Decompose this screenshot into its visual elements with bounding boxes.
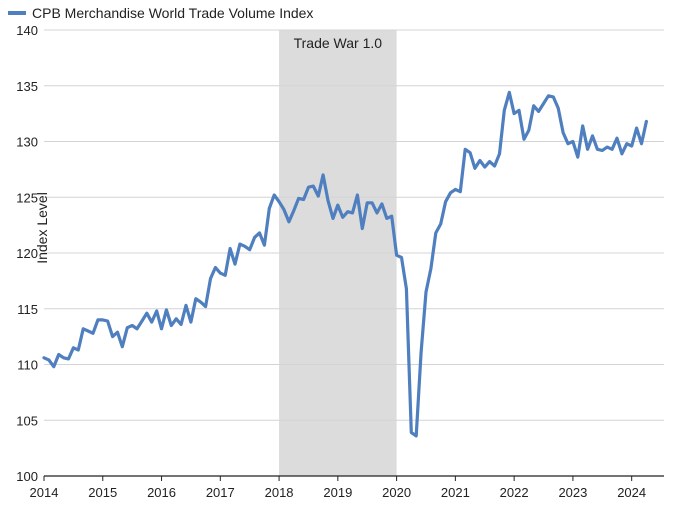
y-tick-label: 120 xyxy=(16,246,38,261)
legend-label: CPB Merchandise World Trade Volume Index xyxy=(32,5,313,21)
tick-labels: 100 105 110 115 120 125 130 135 140 2014 2015 2016 2… xyxy=(16,23,646,500)
trade-volume-series-line xyxy=(42,90,649,438)
x-tick-label: 2014 xyxy=(30,485,59,500)
x-tick-label: 2021 xyxy=(441,485,470,500)
y-tick-label: 110 xyxy=(17,358,38,373)
x-tick-label: 2016 xyxy=(147,485,176,500)
horizontal-gridlines xyxy=(44,29,664,421)
y-tick-label: 100 xyxy=(16,469,38,484)
y-tick-label: 115 xyxy=(17,302,38,317)
legend: CPB Merchandise World Trade Volume Index xyxy=(8,5,313,21)
y-tick-label: 135 xyxy=(16,79,38,94)
y-tick-label: 125 xyxy=(16,190,38,205)
y-axis-title: Index Level xyxy=(34,192,50,264)
x-tick-label: 2015 xyxy=(88,485,117,500)
x-axis xyxy=(43,475,664,481)
x-tick-label: 2018 xyxy=(265,485,294,500)
x-tick-label: 2017 xyxy=(206,485,235,500)
y-tick-label: 105 xyxy=(16,413,38,428)
series-lines xyxy=(42,90,649,438)
x-tick-label: 2019 xyxy=(323,485,352,500)
x-tick-label: 2020 xyxy=(382,485,411,500)
x-tick-label: 2022 xyxy=(500,485,529,500)
y-tick-label: 130 xyxy=(16,135,38,150)
x-tick-label: 2024 xyxy=(617,485,646,500)
annotation-labels: Trade War 1.0 xyxy=(294,35,383,51)
x-tick-label: 2023 xyxy=(558,485,587,500)
y-tick-label: 140 xyxy=(16,23,38,38)
trade-war-label: Trade War 1.0 xyxy=(294,35,383,51)
